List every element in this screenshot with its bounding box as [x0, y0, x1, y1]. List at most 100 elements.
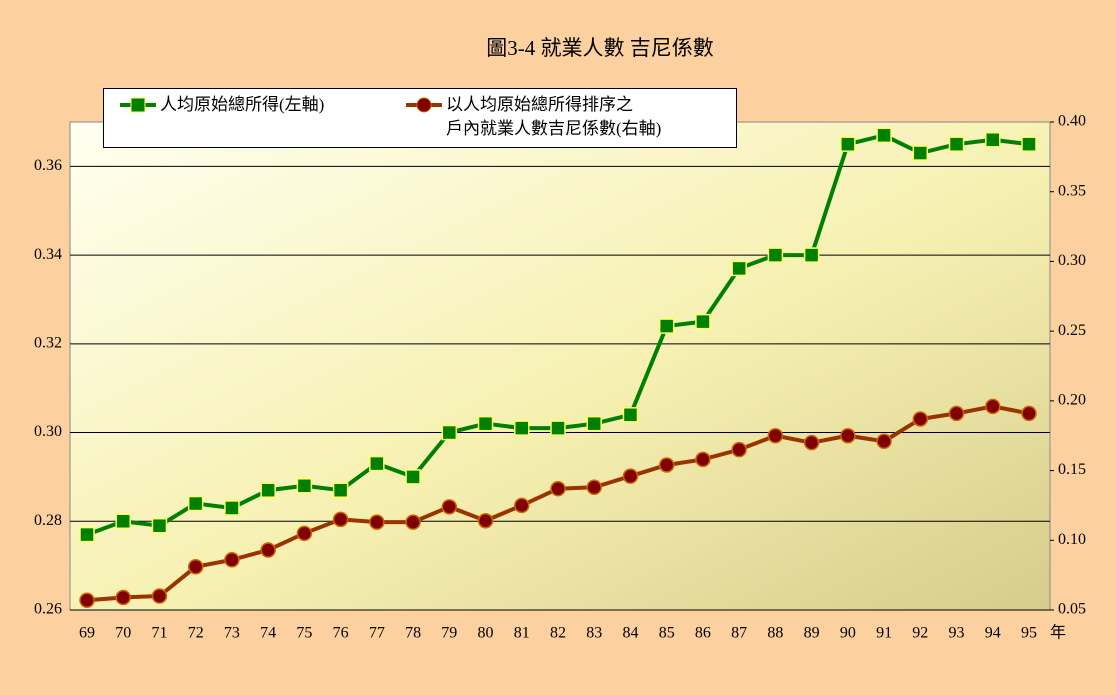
point — [260, 482, 276, 498]
y2-tick-label: 0.10 — [1058, 531, 1086, 548]
x-tick-label: 87 — [731, 625, 747, 642]
y2-tick-label: 0.05 — [1058, 601, 1086, 618]
y-tick-label: 0.26 — [34, 601, 62, 618]
y2-tick-label: 0.40 — [1058, 113, 1086, 130]
point — [840, 136, 856, 152]
point — [586, 415, 602, 432]
x-tick-label: 82 — [550, 625, 566, 642]
point — [405, 514, 421, 530]
point — [296, 478, 313, 494]
x-tick-label: 69 — [79, 625, 95, 642]
point — [296, 525, 313, 542]
x-tick-label: 86 — [695, 625, 711, 642]
point — [115, 589, 131, 606]
point — [840, 427, 856, 444]
point — [803, 247, 820, 263]
x-tick-label: 81 — [514, 625, 530, 642]
y2-tick-label: 0.30 — [1058, 252, 1086, 269]
point — [369, 455, 385, 472]
y-tick-label: 0.36 — [34, 157, 62, 174]
point — [550, 420, 566, 436]
point — [876, 127, 892, 144]
point — [441, 499, 458, 515]
x-tick-label: 91 — [876, 625, 892, 642]
point — [224, 500, 240, 516]
x-tick-label: 80 — [478, 625, 494, 642]
point — [441, 424, 458, 441]
y-tick-label: 0.30 — [34, 423, 62, 440]
x-tick-label: 92 — [912, 625, 928, 642]
point — [731, 260, 747, 277]
point — [79, 526, 95, 543]
point — [658, 318, 675, 334]
legend-marker — [416, 97, 432, 113]
y-tick-label: 0.32 — [34, 334, 62, 351]
x-tick-label: 77 — [369, 625, 385, 642]
point — [1021, 136, 1037, 152]
x-tick-label: 75 — [296, 625, 312, 642]
y2-tick-label: 0.35 — [1058, 182, 1086, 199]
point — [260, 542, 276, 558]
x-unit: 年 — [1050, 624, 1066, 642]
point — [187, 559, 204, 575]
x-tick-label: 94 — [985, 625, 1001, 642]
point — [912, 145, 929, 161]
point — [586, 479, 602, 496]
x-tick-label: 76 — [333, 625, 349, 642]
legend: 人均原始總所得(左軸) 以人均原始總所得排序之 戶內就業人數吉尼係數(右軸) — [103, 88, 737, 148]
point — [731, 441, 747, 458]
point — [151, 517, 168, 534]
legend-item: 以人均原始總所得排序之 戶內就業人數吉尼係數(右軸) — [404, 93, 661, 141]
legend-label: 人均原始總所得(左軸) — [160, 95, 325, 114]
point — [477, 415, 494, 432]
y-tick-label: 0.28 — [34, 512, 62, 529]
chart-title: 圖3-4 就業人數 吉尼係數 — [486, 36, 714, 60]
y-tick-label: 0.34 — [34, 246, 62, 263]
point — [622, 468, 639, 484]
point — [912, 411, 929, 427]
point — [187, 495, 204, 512]
x-tick-label: 93 — [949, 625, 965, 642]
point — [405, 469, 421, 485]
point — [876, 433, 892, 450]
point — [1021, 405, 1037, 422]
x-tick-label: 78 — [405, 625, 421, 642]
point — [622, 407, 639, 423]
x-tick-label: 72 — [188, 625, 204, 642]
point — [767, 247, 784, 263]
point — [514, 497, 530, 514]
point — [767, 427, 784, 444]
x-tick-label: 84 — [622, 625, 638, 642]
x-tick-label: 95 — [1021, 625, 1037, 642]
point — [985, 131, 1001, 148]
x-tick-label: 83 — [586, 625, 602, 642]
x-tick-label: 79 — [441, 625, 457, 642]
legend-marker — [130, 97, 146, 113]
point — [151, 588, 168, 604]
point — [658, 457, 675, 473]
x-tick-label: 89 — [804, 625, 820, 642]
point — [550, 480, 566, 497]
x-tick-label: 85 — [659, 625, 675, 642]
y2-tick-label: 0.25 — [1058, 322, 1086, 339]
point — [514, 420, 530, 436]
y2-tick-label: 0.20 — [1058, 392, 1086, 409]
point — [369, 514, 385, 530]
point — [695, 451, 711, 468]
point — [803, 434, 820, 451]
point — [79, 592, 95, 608]
x-tick-label: 73 — [224, 625, 240, 642]
point — [695, 313, 711, 330]
legend-item: 人均原始總所得(左軸) — [118, 93, 324, 117]
x-tick-label: 74 — [260, 625, 276, 642]
point — [948, 136, 965, 152]
point — [115, 513, 131, 530]
point — [332, 511, 349, 528]
legend-label: 以人均原始總所得排序之 戶內就業人數吉尼係數(右軸) — [446, 95, 662, 138]
x-tick-label: 90 — [840, 625, 856, 642]
x-tick-label: 71 — [151, 625, 167, 642]
point — [332, 482, 349, 498]
y2-tick-label: 0.15 — [1058, 461, 1086, 478]
